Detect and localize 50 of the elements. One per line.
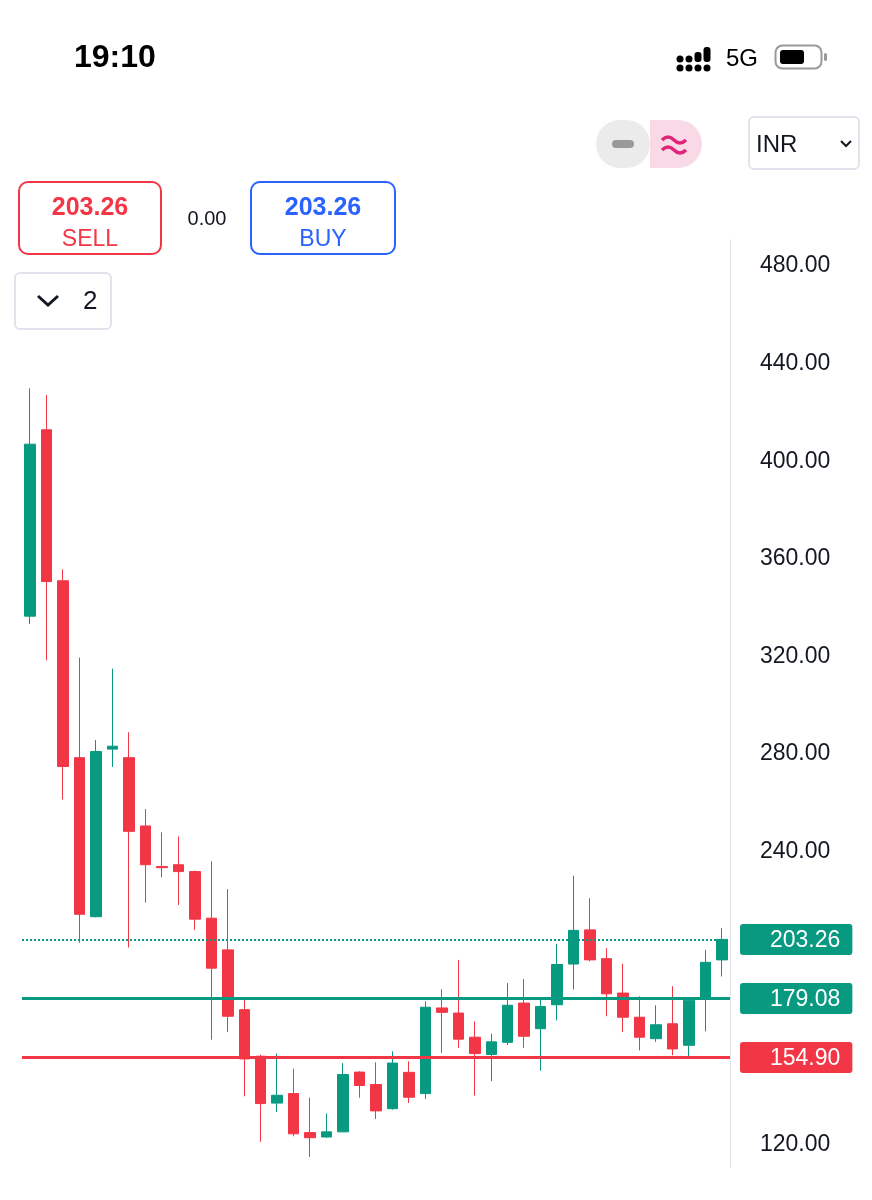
candlestick — [24, 387, 36, 625]
candlestick — [156, 831, 168, 878]
candlestick — [321, 1113, 332, 1139]
text: 19:10 — [74, 38, 156, 75]
y-tick-label: 320.00 — [760, 641, 831, 668]
candlestick — [634, 995, 645, 1051]
candlestick — [354, 1070, 365, 1099]
y-tick-label: 400.00 — [760, 446, 831, 473]
annotation: BUY — [299, 225, 347, 252]
candlestick — [403, 1060, 415, 1104]
candlestick — [584, 897, 596, 962]
candlestick — [453, 959, 464, 1049]
annotation: SELL — [61, 225, 119, 252]
candlestick — [206, 860, 217, 1041]
candlestick — [90, 739, 102, 918]
text: 5G — [726, 44, 759, 72]
candlestick — [518, 978, 530, 1049]
text: 203.26 — [284, 192, 362, 221]
candlestick — [57, 568, 69, 801]
candlestick — [436, 988, 448, 1054]
y-tick-label: 280.00 — [760, 739, 831, 766]
ref-line-label: 179.08 — [770, 985, 841, 1012]
candlestick — [222, 888, 234, 1033]
candlestick — [107, 668, 118, 768]
y-tick-label: 440.00 — [760, 348, 831, 375]
candlestick — [74, 657, 85, 944]
candlestick — [288, 1068, 299, 1137]
candlestick — [173, 835, 184, 906]
candlestick — [486, 1033, 497, 1082]
annotation: 2 — [83, 285, 98, 316]
text: 0.00 — [187, 207, 227, 230]
y-tick-label: 480.00 — [760, 251, 831, 278]
y-tick-label: 120.00 — [760, 1129, 831, 1156]
ref-line-label: 203.26 — [770, 926, 841, 953]
candlestick — [123, 731, 135, 948]
candlestick — [304, 1097, 316, 1158]
text: 203.26 — [51, 192, 129, 221]
candlestick — [650, 1004, 662, 1043]
text: INR — [756, 130, 798, 158]
candlestick — [41, 394, 52, 661]
candlestick — [140, 808, 151, 904]
candlestick — [601, 947, 612, 1017]
candlestick — [271, 1053, 283, 1113]
candlestick — [337, 1062, 349, 1133]
candlestick — [370, 1061, 382, 1120]
candlestick — [189, 870, 201, 931]
candlestick — [387, 1050, 398, 1111]
y-tick-label: 240.00 — [760, 836, 831, 863]
ref-line-label: 154.90 — [770, 1044, 841, 1071]
y-tick-label: 360.00 — [760, 544, 831, 571]
